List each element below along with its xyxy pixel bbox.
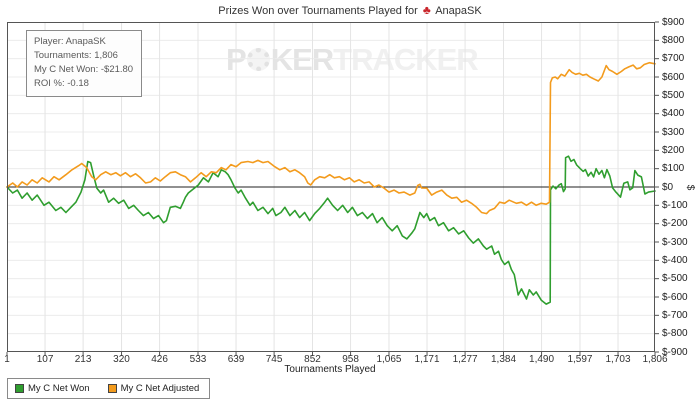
y-tick-label: $-500 xyxy=(662,273,688,285)
x-tick-label: 852 xyxy=(304,354,321,365)
x-tick-label: 639 xyxy=(227,354,245,365)
legend-swatch-net-adjusted xyxy=(107,384,117,393)
x-tick-label: 107 xyxy=(36,354,54,365)
y-tick-label: $800 xyxy=(662,34,685,46)
y-tick-label: $-100 xyxy=(662,199,688,211)
x-tick-label: 213 xyxy=(74,354,92,365)
legend-item-net-adjusted: My C Net Adjusted xyxy=(107,383,200,394)
x-tick-label: 1,806 xyxy=(642,354,668,365)
x-tick-label: 1,065 xyxy=(376,354,402,365)
player-info-box: Player: AnapaSK Tournaments: 1,806 My C … xyxy=(26,30,143,97)
y-tick-label: $0 xyxy=(662,181,674,193)
legend-swatch-net-won xyxy=(15,384,24,393)
x-tick-label: 958 xyxy=(342,354,359,365)
y-tick-label: $-400 xyxy=(662,254,688,266)
y-tick-label: $-200 xyxy=(662,218,688,230)
chart-title: Prizes Won over Tournaments Played for ♣… xyxy=(0,3,700,17)
y-tick-label: $-600 xyxy=(662,291,688,303)
x-tick-label: 1,597 xyxy=(567,354,593,365)
y-tick-label: $500 xyxy=(662,89,685,101)
y-tick-label: $-300 xyxy=(662,236,688,248)
x-tick-label: 426 xyxy=(151,354,168,365)
y-tick-label: $900 xyxy=(662,16,685,28)
legend-label-net-won: My C Net Won xyxy=(28,383,90,394)
watermark-tracker: TRACKER xyxy=(333,42,479,77)
legend-item-net-won: My C Net Won xyxy=(15,383,90,394)
y-tick-label: $200 xyxy=(662,144,685,156)
legend-label-net-adjusted: My C Net Adjusted xyxy=(120,383,200,394)
x-tick-label: 1,490 xyxy=(529,354,555,365)
info-roi: ROI %: -0.18 xyxy=(34,78,89,89)
x-tick-label: 533 xyxy=(189,354,207,365)
info-player: Player: AnapaSK xyxy=(34,36,106,47)
y-tick-label: $300 xyxy=(662,126,685,138)
y-tick-label: $100 xyxy=(662,163,685,175)
legend: My C Net Won My C Net Adjusted xyxy=(7,378,211,399)
x-axis-title: Tournaments Played xyxy=(284,364,376,375)
x-tick-label: 745 xyxy=(265,354,283,365)
x-tick-label: 1,703 xyxy=(605,354,631,365)
chart-title-player: AnapaSK xyxy=(435,5,482,17)
poker-chip-icon xyxy=(246,48,270,71)
info-tournaments: Tournaments: 1,806 xyxy=(34,50,118,61)
series-line-my-c-net-adjusted xyxy=(6,61,656,215)
y-axis-title: $ xyxy=(684,184,696,191)
y-tick-label: $-700 xyxy=(662,309,688,321)
x-tick-label: 1 xyxy=(4,354,10,365)
y-tick-label: $400 xyxy=(662,108,685,120)
chart-title-text: Prizes Won over Tournaments Played for xyxy=(218,5,418,17)
y-tick-label: $-800 xyxy=(662,328,688,340)
x-tick-label: 1,171 xyxy=(414,354,440,365)
y-tick-label: $600 xyxy=(662,71,685,83)
watermark-ker: KER xyxy=(270,42,334,77)
pokertracker-watermark: P KERTRACKER xyxy=(226,42,479,78)
x-tick-label: 1,277 xyxy=(452,354,478,365)
series-line-my-c-net-won xyxy=(6,155,656,305)
x-tick-label: 320 xyxy=(113,354,130,365)
plot-border xyxy=(7,22,655,352)
info-net-won: My C Net Won: -$21.80 xyxy=(34,64,134,75)
y-tick-label: $-900 xyxy=(662,346,688,358)
x-tick-label: 1,384 xyxy=(490,354,517,365)
club-icon: ♣ xyxy=(422,3,431,17)
y-tick-label: $700 xyxy=(662,53,685,65)
